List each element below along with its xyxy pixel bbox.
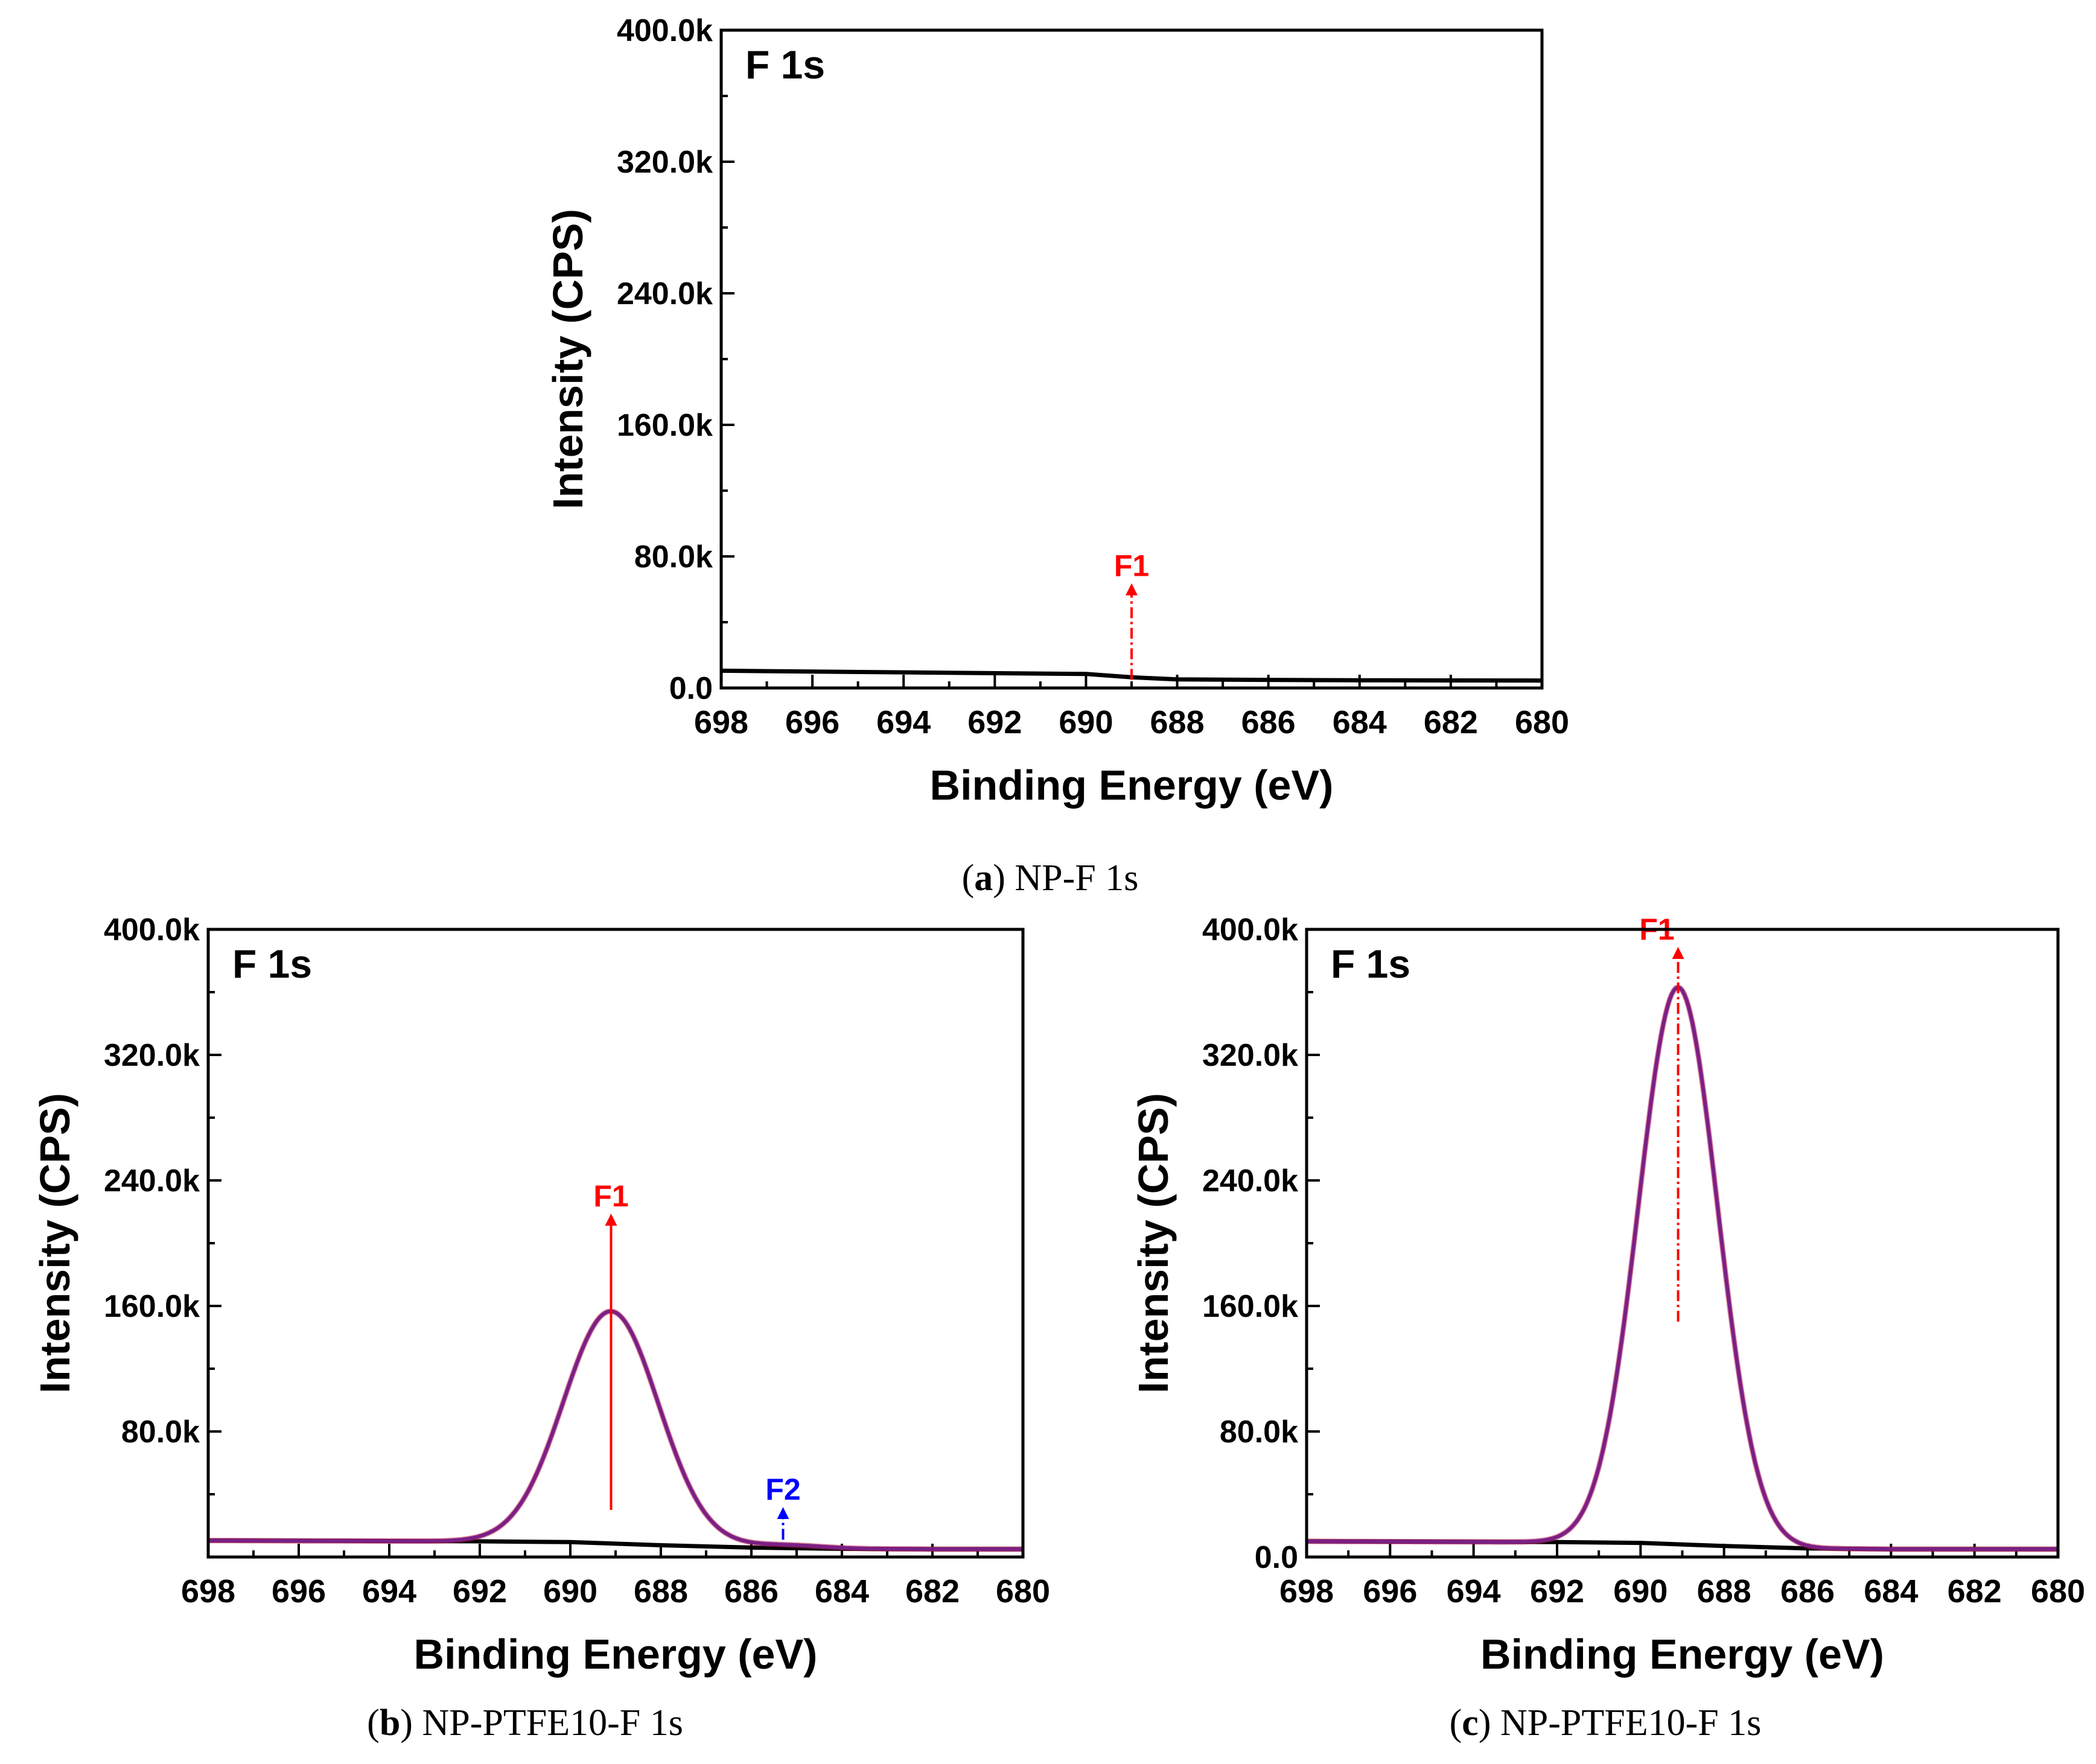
chart-b-ytick-label: 80.0k — [121, 1415, 200, 1450]
chart-b-ylabel: Intensity (CPS) — [31, 1093, 78, 1393]
chart-c-xtick-label: 680 — [2031, 1573, 2085, 1610]
chart-a-ytick-label: 400.0k — [617, 13, 713, 48]
chart-a-ylabel: Intensity (CPS) — [544, 209, 591, 509]
chart-b-xtick-label: 686 — [724, 1573, 779, 1610]
chart-a-xtick-label: 690 — [1059, 704, 1113, 740]
chart-b-plot — [208, 1308, 1023, 1552]
chart-a-ytick-label: 160.0k — [617, 408, 713, 443]
chart-b-ytick-label: 240.0k — [104, 1164, 200, 1199]
chart-a-xtick-label: 688 — [1150, 704, 1205, 740]
chart-a-frame — [719, 28, 1544, 690]
chart-a-ytick-label: 240.0k — [617, 276, 713, 311]
chart-a-marker-label-f1: F1 — [1114, 549, 1149, 583]
chart-c-xtick-label: 682 — [1948, 1573, 2002, 1610]
chart-a-plot — [721, 668, 1542, 683]
chart-b-xtick-label: 688 — [634, 1573, 688, 1610]
caption-c: (c) NP-PTFE10-F 1s — [1449, 1702, 1762, 1743]
caption-c-label: c — [1462, 1702, 1479, 1743]
chart-a-series-spectrum — [721, 668, 1542, 683]
chart-a-title: F 1s — [745, 42, 825, 87]
chart-c-xtick-label: 690 — [1613, 1573, 1668, 1610]
chart-a-xtick-label: 680 — [1515, 704, 1569, 740]
chart-a-ytick-label: 80.0k — [634, 540, 713, 575]
chart-b-xtick-label: 692 — [453, 1573, 507, 1610]
chart-c-series-fit — [1307, 985, 2058, 1551]
chart-c-frame — [1305, 928, 2060, 1559]
chart-c-ytick-label: 240.0k — [1202, 1164, 1298, 1199]
chart-b-ytick-label: 160.0k — [104, 1289, 200, 1324]
caption-c-text: NP-PTFE10-F 1s — [1500, 1702, 1762, 1743]
caption-a-text: NP-F 1s — [1015, 858, 1139, 899]
chart-b-ytick-label: 320.0k — [104, 1038, 200, 1073]
chart-c-xtick-label: 692 — [1530, 1573, 1584, 1610]
chart-b-xtick-label: 694 — [362, 1573, 416, 1610]
chart-b-fit-edge — [208, 1308, 1023, 1552]
chart-c-xtick-label: 688 — [1697, 1573, 1751, 1610]
chart-c-ytick-label: 160.0k — [1202, 1289, 1298, 1324]
chart-c-ytick-label: 400.0k — [1202, 912, 1298, 947]
chart-c-plot — [1307, 984, 2058, 1552]
chart-a-xtick-label: 686 — [1241, 704, 1296, 740]
chart-b-xtick-label: 696 — [272, 1573, 326, 1610]
chart-c-xlabel: Binding Energy (eV) — [1480, 1631, 1884, 1678]
chart-b-series-fit — [208, 1309, 1023, 1551]
chart-c-title: F 1s — [1331, 941, 1410, 986]
chart-a-ytick-label: 320.0k — [617, 145, 713, 180]
chart-panel-a: F 1s 698 696 694 692 690 688 686 684 682 680 0.0 80.… — [544, 13, 1569, 809]
chart-b-marker-label-f1: F1 — [593, 1179, 628, 1213]
caption-a: (a) NP-F 1s — [961, 858, 1139, 899]
chart-a-xtick-label: 698 — [694, 704, 748, 740]
chart-b-xtick-label: 690 — [543, 1573, 597, 1610]
chart-a-xtick-label: 692 — [967, 704, 1022, 740]
chart-c-ytick-label: 320.0k — [1202, 1038, 1298, 1073]
chart-a-xlabel: Binding Energy (eV) — [930, 762, 1334, 809]
caption-b-text: NP-PTFE10-F 1s — [422, 1702, 683, 1743]
chart-c-ytick-label: 80.0k — [1220, 1415, 1298, 1450]
chart-c-xtick-label: 694 — [1447, 1573, 1501, 1610]
chart-panel-b: F 1s 698 696 694 692 690 688 686 684 682 680 80.0k 1… — [31, 912, 1050, 1678]
chart-c-ylabel: Intensity (CPS) — [1130, 1093, 1177, 1393]
caption-a-label: a — [974, 858, 993, 899]
chart-c-xtick-label: 698 — [1279, 1573, 1334, 1610]
chart-b-title: F 1s — [232, 941, 312, 986]
caption-b: (b) NP-PTFE10-F 1s — [367, 1702, 683, 1743]
chart-b-ytick-label: 400.0k — [104, 912, 200, 947]
chart-a-xtick-label: 694 — [876, 704, 931, 740]
chart-b-xtick-label: 680 — [996, 1573, 1050, 1610]
chart-b-xtick-label: 698 — [181, 1573, 235, 1610]
chart-a-xtick-label: 684 — [1333, 704, 1387, 740]
chart-c-ytick-label: 0.0 — [1255, 1540, 1298, 1575]
chart-c-xtick-label: 686 — [1780, 1573, 1835, 1610]
caption-b-label: b — [379, 1702, 401, 1743]
chart-a-xtick-label: 682 — [1424, 704, 1478, 740]
chart-b-xlabel: Binding Energy (eV) — [414, 1631, 818, 1678]
chart-c-fit-edge — [1307, 984, 2058, 1552]
chart-a-ytick-label: 0.0 — [669, 671, 713, 706]
chart-panel-c: F 1s 698 696 694 692 690 688 686 684 682 680 0.0 80.… — [1130, 912, 2085, 1678]
chart-b-marker-label-f2: F2 — [765, 1473, 800, 1506]
chart-b-xtick-label: 682 — [905, 1573, 960, 1610]
chart-b-xtick-label: 684 — [815, 1573, 869, 1610]
chart-b-frame — [206, 928, 1025, 1559]
chart-c-xtick-label: 684 — [1864, 1573, 1918, 1610]
chart-c-xtick-label: 696 — [1363, 1573, 1417, 1610]
chart-a-xtick-label: 696 — [785, 704, 839, 740]
